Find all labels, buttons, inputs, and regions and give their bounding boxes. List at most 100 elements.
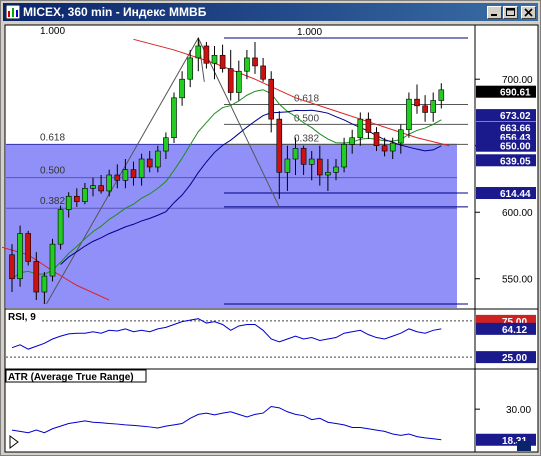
- fibo-right-level-label: 0.500: [294, 113, 319, 124]
- candle-bull: [57, 209, 64, 245]
- fibo-zone: [6, 144, 457, 308]
- candle-bear: [381, 145, 388, 152]
- fibo-left-level-label: 0.618: [40, 132, 65, 143]
- candle-bull: [406, 98, 412, 131]
- level-label: 614.44: [500, 189, 531, 200]
- fibo-left-level-label: 0.500: [40, 166, 65, 177]
- level-label: 663.66: [500, 124, 531, 135]
- candle-bull: [244, 57, 250, 72]
- candle-bull: [341, 144, 347, 168]
- candle-bull: [106, 174, 112, 192]
- candle-bull: [333, 166, 339, 173]
- atr-label-box: [5, 369, 147, 383]
- candle-bear: [268, 78, 275, 120]
- candle-bull: [49, 243, 56, 277]
- window-title: MICEX, 360 min - Индекс ММВБ: [23, 5, 207, 19]
- level-box: [476, 121, 536, 134]
- candle-bull: [308, 158, 315, 165]
- rsi-line: [11, 318, 442, 350]
- candle-bear: [146, 158, 153, 168]
- candle-bull: [292, 148, 299, 160]
- rsi-last-label: 64.12: [502, 325, 527, 336]
- candle-bear: [25, 233, 32, 262]
- candle-bear: [227, 68, 234, 93]
- chart-app-icon: [6, 5, 20, 19]
- candle-bear: [203, 45, 210, 64]
- candle-bull: [41, 275, 48, 293]
- candle-bull: [65, 195, 72, 210]
- candle-bear: [252, 57, 258, 67]
- atr-tick-label: 30.00: [506, 405, 531, 416]
- swing-trendline: [197, 37, 205, 82]
- candle-bull: [195, 45, 202, 59]
- candle-bull: [138, 158, 145, 178]
- price-tick-label: 700.00: [502, 75, 533, 86]
- price-scale-labels: 550.00 600.00 650.00 700.00 690.61 673.02 663.…: [475, 75, 536, 286]
- candle-bull: [325, 172, 331, 176]
- level-label: 673.02: [500, 111, 531, 122]
- level-box: [476, 187, 536, 200]
- candle-bear: [114, 174, 121, 181]
- level-label: 639.05: [500, 156, 531, 167]
- atr-label: ATR (Average True Range): [8, 372, 134, 383]
- candle-bull: [211, 54, 218, 64]
- maximize-icon: [506, 8, 515, 16]
- fibo-left-level-label: 1.000: [40, 26, 65, 37]
- last-price-label: 690.61: [500, 88, 531, 99]
- close-icon: [524, 8, 533, 17]
- last-price-box: [476, 85, 536, 98]
- title-bar[interactable]: MICEX, 360 min - Индекс ММВБ: [3, 3, 538, 21]
- candle-bull: [82, 187, 88, 202]
- candle-bear: [98, 185, 104, 192]
- rsi-level-label: 75.00: [502, 317, 527, 328]
- corner-icon[interactable]: [517, 441, 531, 451]
- scroll-left-icon[interactable]: [9, 435, 19, 449]
- minimize-button[interactable]: [487, 6, 502, 19]
- candle-bull: [284, 158, 291, 173]
- candle-bear: [316, 158, 323, 176]
- candle-bull: [430, 100, 437, 113]
- atr-last-label: 18.31: [502, 436, 527, 447]
- candle-bull: [397, 129, 404, 144]
- price-tick-label: 600.00: [502, 208, 533, 219]
- level-box: [476, 154, 536, 167]
- ma-fast-line: [11, 89, 442, 280]
- atr-plot: 30.00 18.31: [11, 405, 536, 447]
- candle-bear: [414, 98, 420, 107]
- candle-bear: [373, 132, 380, 147]
- candle-bull: [155, 150, 161, 168]
- fibo-right-level-label: 1.000: [297, 27, 322, 38]
- rsi-panel[interactable]: [4, 308, 476, 370]
- rsi-label-box: [6, 310, 42, 322]
- candle-bear: [130, 169, 137, 178]
- candle-bear: [74, 195, 80, 202]
- fibo-right-level-label: 0.618: [294, 93, 319, 104]
- maximize-button[interactable]: [503, 6, 518, 19]
- rsi-level-box: [476, 351, 536, 364]
- candle-bear: [422, 105, 428, 113]
- candle-bear: [260, 65, 266, 80]
- chart-area: 1.000 0.618 0.500 0.382 1.000 0.618 0.500 0.382…: [2, 24, 539, 453]
- candle-bull: [389, 142, 396, 152]
- level-box: [476, 109, 536, 122]
- level-label: 650.00: [500, 142, 531, 153]
- candle-bear: [300, 148, 307, 165]
- candle-bull: [17, 233, 23, 280]
- candle-bear: [276, 118, 283, 173]
- candle-bull: [122, 169, 129, 181]
- candle-bull: [236, 70, 242, 93]
- candle-bull: [187, 57, 193, 80]
- candle-bull: [163, 137, 169, 152]
- price-scale[interactable]: [474, 24, 539, 310]
- rsi-level-label: 25.00: [502, 353, 527, 364]
- atr-line: [11, 406, 442, 441]
- close-button[interactable]: [521, 6, 536, 19]
- fibo-right-level-label: 0.382: [294, 133, 319, 144]
- candle-bull: [179, 78, 185, 99]
- atr-panel[interactable]: [4, 368, 476, 453]
- rsi-last-box: [476, 322, 536, 335]
- level-box: [476, 139, 536, 152]
- rsi-plot: 75.00 25.00 64.12: [6, 314, 536, 364]
- candle-bear: [9, 254, 15, 280]
